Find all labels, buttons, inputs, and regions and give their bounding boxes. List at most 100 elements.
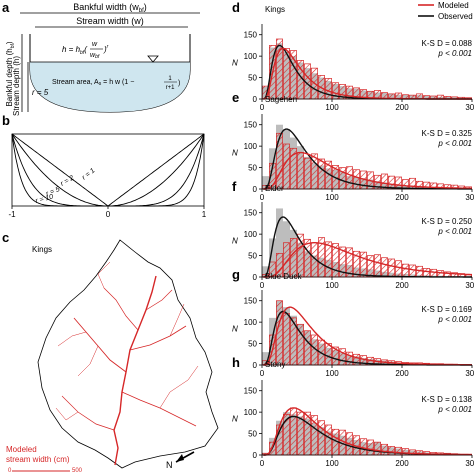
observed-bar: [262, 352, 269, 365]
modeled-bar: [374, 441, 381, 456]
modeled-bar: [388, 258, 395, 278]
panel-b-xtick-label: 0: [106, 210, 111, 219]
p-value: p < 0.001: [437, 227, 472, 236]
stream-area-frac-bot: r+1: [166, 85, 176, 91]
curve-label-r5: r = 5: [45, 186, 61, 198]
x-tick-label: 0: [260, 281, 265, 290]
x-tick-label: 100: [325, 103, 339, 112]
stream-branch-sw: [61, 395, 115, 431]
p-value: p < 0.001: [437, 405, 472, 414]
stream-twig-1: [57, 331, 87, 347]
modeled-bar: [388, 446, 395, 456]
y-tick-label: 0: [253, 451, 258, 460]
modeled-fit-line: [263, 151, 472, 190]
depth-equation: h = hbf(: [62, 45, 88, 56]
water-level-icon: [147, 55, 159, 63]
curve-label-r2: r = 2: [60, 175, 76, 188]
modeled-bar: [402, 263, 409, 278]
stream-branch-nw: [103, 287, 139, 331]
stream-area-label: Stream area, As = h w (1 −: [52, 79, 134, 87]
north-arrowhead-icon: [176, 454, 184, 462]
x-tick-label: 200: [395, 459, 409, 468]
observed-bar: [262, 266, 269, 277]
site-name: Sagehen: [265, 95, 297, 104]
modeled-fit-line: [263, 242, 472, 278]
stream-twig-5: [55, 407, 79, 421]
y-axis-label: N: [232, 237, 238, 246]
modeled-bar: [353, 169, 360, 190]
y-tick-label: 150: [244, 297, 258, 306]
y-tick-label: 0: [253, 273, 258, 282]
x-tick-label: 0: [260, 103, 265, 112]
modeled-bar: [430, 268, 437, 278]
y-tick-label: 50: [248, 430, 257, 439]
bankful-width-label: Bankful width (wbf): [73, 2, 147, 14]
stream-width-scale-min: 0: [8, 468, 12, 474]
y-tick-label: 100: [244, 52, 258, 61]
observed-bar: [276, 208, 283, 277]
x-tick-label: 0: [260, 369, 265, 378]
modeled-bar: [304, 330, 311, 366]
modeled-bar: [276, 132, 283, 190]
modeled-bar: [437, 270, 444, 278]
modeled-bar: [381, 443, 388, 456]
site-name: Stony: [265, 360, 285, 369]
modeled-bar: [304, 157, 311, 190]
modeled-bar: [381, 257, 388, 278]
y-tick-label: 50: [248, 164, 257, 173]
modeled-fit-line: [263, 306, 472, 366]
p-value: p < 0.001: [437, 139, 472, 148]
modeled-bar: [416, 265, 423, 278]
modeled-bar: [283, 313, 290, 366]
y-tick-label: 150: [244, 209, 258, 218]
x-tick-label: 200: [395, 103, 409, 112]
modeled-bar: [409, 264, 416, 278]
panel-letter-b: b: [2, 113, 10, 128]
x-tick-label: 100: [325, 369, 339, 378]
modeled-bar: [318, 158, 325, 190]
modeled-bar: [423, 268, 430, 278]
stream-branch-east: [129, 325, 187, 351]
profile-curve-r2: [11, 133, 205, 207]
ks-statistic: K-S D = 0.250: [422, 217, 473, 226]
x-tick-label: 0: [260, 459, 265, 468]
panel-b-xtick-label: 1: [202, 210, 207, 219]
stream-twig-4: [159, 365, 199, 409]
histogram-panel-d: d Kings 0 50 100 150 0 100 200 300 N K-S D = 0.088p…: [232, 0, 474, 112]
curve-label-r1: r = 1: [81, 167, 97, 181]
stream-width-legend-line2: stream width (cm): [6, 455, 70, 464]
x-tick-label: 300: [465, 103, 474, 112]
profile-curve-r1: [11, 133, 205, 207]
modeled-bar: [346, 166, 353, 190]
y-tick-label: 50: [248, 252, 257, 261]
modeled-bar: [290, 407, 297, 456]
profile-curve-r5: [11, 133, 205, 207]
histogram-panels: dKings0501001500100200300NK-S D = 0.088p…: [232, 0, 474, 468]
panel-letter-f: f: [232, 179, 237, 194]
modeled-bar: [374, 254, 381, 278]
site-name: Elder: [265, 184, 284, 193]
curve-label-r10: r = 10: [35, 193, 54, 204]
legend-observed-label: Observed: [438, 12, 473, 21]
depth-eq-den: wbf: [90, 52, 100, 60]
y-tick-label: 150: [244, 387, 258, 396]
panel-a: a Bankful width (wbf) Stream width (w) B…: [2, 0, 200, 116]
modeled-bar: [395, 260, 402, 278]
site-name: Blue Duck: [265, 272, 302, 281]
y-axis-label: N: [232, 325, 238, 334]
panel-letter-g: g: [232, 267, 240, 282]
x-tick-label: 100: [325, 193, 339, 202]
stream-width-legend-line1: Modeled: [6, 445, 37, 454]
depth-eq-close: )r: [103, 44, 109, 54]
modeled-fit-line: [263, 407, 472, 456]
modeled-bar: [325, 78, 332, 100]
y-tick-label: 0: [253, 361, 258, 370]
y-tick-label: 0: [253, 95, 258, 104]
stream-width-label: Stream width (w): [76, 16, 144, 26]
panel-b-ticks: -1 0 1: [8, 206, 207, 219]
histogram-panel-e: eSagehen0501001500100200300NK-S D = 0.32…: [232, 90, 474, 202]
r-label: r = 5: [32, 88, 49, 97]
water-fill: [30, 62, 190, 112]
legend-modeled-label: Modeled: [438, 1, 469, 10]
modeled-bar: [360, 251, 367, 278]
